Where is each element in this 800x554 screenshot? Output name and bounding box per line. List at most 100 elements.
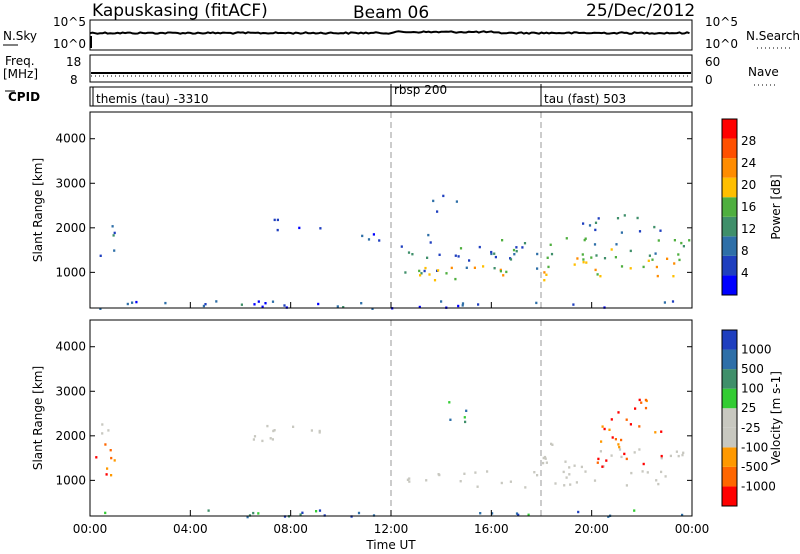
data-cell bbox=[653, 225, 656, 229]
x-axis-label: Time UT bbox=[365, 538, 416, 552]
data-cell bbox=[517, 513, 520, 517]
data-cell bbox=[457, 255, 460, 258]
data-cell bbox=[651, 258, 654, 261]
data-cell bbox=[461, 302, 465, 305]
x-tick-label: 20:00 bbox=[574, 522, 609, 536]
data-cell bbox=[577, 510, 580, 514]
data-cell bbox=[648, 254, 651, 257]
colorbar-block bbox=[722, 158, 737, 178]
data-cell bbox=[464, 420, 467, 424]
data-cell bbox=[272, 429, 275, 433]
data-cell bbox=[440, 300, 443, 303]
data-cell bbox=[672, 275, 675, 278]
data-cell bbox=[614, 256, 617, 259]
data-cell bbox=[407, 251, 411, 254]
data-cell bbox=[477, 303, 480, 306]
data-cell bbox=[461, 304, 464, 307]
data-cell bbox=[562, 470, 565, 474]
data-cell bbox=[276, 218, 279, 222]
data-cell bbox=[625, 484, 628, 487]
data-cell bbox=[544, 457, 547, 460]
data-cell bbox=[105, 473, 108, 476]
data-cell bbox=[509, 480, 512, 483]
freq-panel: Freq. [MHz] 18 8 60 0 Nave bbox=[3, 54, 779, 87]
colorbar-block bbox=[722, 427, 737, 448]
data-cell bbox=[261, 305, 264, 308]
data-cell bbox=[269, 437, 272, 440]
colorbar-block bbox=[722, 369, 737, 389]
data-cell bbox=[437, 269, 440, 272]
data-cell bbox=[549, 243, 552, 246]
freq-tick-low: 8 bbox=[70, 73, 78, 87]
y-tick-label: 3000 bbox=[55, 176, 86, 190]
data-cell bbox=[596, 273, 599, 276]
data-cell bbox=[550, 442, 553, 446]
data-cell bbox=[113, 459, 116, 462]
colorbar-block bbox=[722, 197, 737, 217]
data-cell bbox=[99, 307, 102, 310]
colorbar-block bbox=[722, 388, 737, 409]
data-cell bbox=[565, 476, 568, 479]
data-cell bbox=[678, 258, 681, 262]
colorbar-tick: 8 bbox=[741, 244, 749, 258]
data-cell bbox=[257, 512, 260, 515]
data-cell bbox=[433, 279, 437, 282]
colorbar-block bbox=[722, 216, 737, 237]
data-cell bbox=[638, 398, 641, 402]
data-cell bbox=[319, 227, 322, 230]
y-tick-label: 3000 bbox=[55, 384, 86, 398]
data-cell bbox=[682, 451, 685, 454]
data-cell bbox=[455, 200, 458, 203]
data-cell bbox=[655, 479, 658, 482]
data-cell bbox=[634, 407, 637, 410]
data-cell bbox=[611, 436, 614, 439]
data-cell bbox=[486, 470, 489, 473]
data-cell bbox=[479, 512, 482, 515]
x-axis-ticks: 00:00 04:00 08:00 12:00 16:00 20:00 00:00 bbox=[73, 302, 709, 536]
data-cell bbox=[110, 474, 113, 477]
colorbar-tick: 100 bbox=[741, 382, 764, 396]
data-cell bbox=[614, 438, 617, 441]
data-cell bbox=[660, 470, 663, 474]
data-cell bbox=[669, 454, 672, 458]
data-cell bbox=[465, 409, 468, 412]
data-cell bbox=[490, 250, 493, 254]
colorbar-tick: 25 bbox=[741, 401, 756, 415]
data-cell bbox=[429, 241, 432, 244]
data-cell bbox=[629, 267, 632, 270]
power-panel: 1000 2000 3000 4000 Slant Range [km] bbox=[31, 111, 693, 310]
data-cell bbox=[636, 216, 639, 220]
data-cell bbox=[436, 210, 439, 213]
data-cell bbox=[647, 259, 650, 262]
data-cell bbox=[618, 445, 621, 449]
colorbar-tick: 16 bbox=[741, 200, 756, 214]
data-cell bbox=[204, 303, 207, 306]
data-cell bbox=[521, 246, 524, 249]
data-cell bbox=[551, 443, 554, 446]
colorbar-block bbox=[722, 349, 737, 370]
power-y-axis-label: Slant Range [km] bbox=[31, 158, 45, 262]
data-cell bbox=[664, 475, 667, 478]
data-cell bbox=[404, 271, 407, 274]
data-cell bbox=[342, 306, 345, 309]
data-cell bbox=[597, 217, 600, 220]
data-cell bbox=[252, 511, 255, 515]
data-cell bbox=[246, 515, 249, 519]
data-cell bbox=[318, 429, 321, 433]
data-cell bbox=[617, 443, 620, 446]
data-cell bbox=[565, 237, 568, 240]
data-cell bbox=[465, 266, 468, 269]
data-cell bbox=[301, 511, 304, 514]
data-cell bbox=[596, 461, 599, 464]
data-cell bbox=[253, 303, 256, 306]
colorbar-tick: 1000 bbox=[741, 343, 772, 357]
data-cell bbox=[273, 429, 276, 432]
data-cell bbox=[104, 443, 107, 446]
data-cell bbox=[610, 454, 613, 457]
data-cell bbox=[620, 455, 623, 459]
nsearch-label: N.Search bbox=[746, 29, 800, 43]
data-cell bbox=[594, 268, 597, 272]
data-cell bbox=[361, 234, 364, 238]
data-cell bbox=[542, 456, 545, 460]
data-cell bbox=[318, 431, 321, 434]
